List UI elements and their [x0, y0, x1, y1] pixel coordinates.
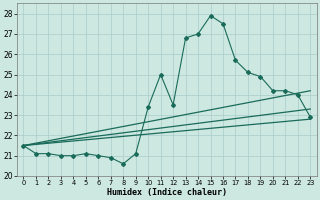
X-axis label: Humidex (Indice chaleur): Humidex (Indice chaleur) [107, 188, 227, 197]
